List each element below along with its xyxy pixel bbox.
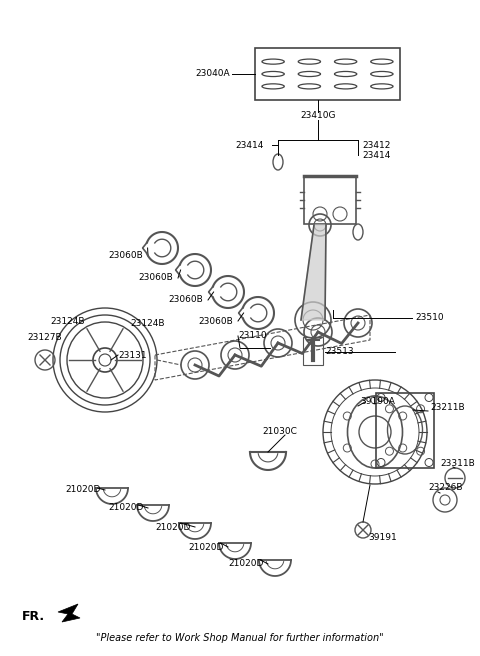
Text: 23211B: 23211B (430, 403, 465, 413)
Bar (303, 337, 323, 365)
Text: 21020D: 21020D (108, 504, 144, 512)
Text: 23060B: 23060B (168, 295, 203, 304)
Text: 23513: 23513 (325, 348, 354, 356)
Text: 23226B: 23226B (428, 483, 463, 493)
Text: 23127B: 23127B (27, 333, 61, 342)
Bar (255, 48, 400, 100)
Text: 23060B: 23060B (198, 316, 233, 325)
Polygon shape (58, 604, 80, 622)
Text: 23131: 23131 (118, 350, 146, 359)
Text: 23040A: 23040A (195, 70, 230, 79)
Text: "Please refer to Work Shop Manual for further information": "Please refer to Work Shop Manual for fu… (96, 633, 384, 643)
Bar (376, 392, 434, 468)
Text: 21020D: 21020D (155, 522, 191, 531)
Text: 39190A: 39190A (360, 398, 395, 407)
Text: 23110: 23110 (238, 331, 266, 340)
Text: 21020D: 21020D (65, 485, 100, 495)
Text: 23060B: 23060B (138, 274, 173, 283)
Text: 23414: 23414 (235, 140, 264, 150)
Text: 21020D: 21020D (228, 560, 264, 569)
Text: 23060B: 23060B (108, 251, 143, 260)
Text: 23410G: 23410G (300, 110, 336, 119)
Polygon shape (301, 225, 326, 320)
Text: 23311B: 23311B (440, 459, 475, 468)
Text: 23510: 23510 (415, 314, 444, 323)
Text: 23124B: 23124B (130, 319, 165, 327)
Text: FR.: FR. (22, 611, 45, 623)
Text: 21020D: 21020D (188, 543, 223, 552)
Text: 23124B: 23124B (50, 318, 84, 327)
Text: 21030C: 21030C (262, 428, 297, 436)
Text: 23414: 23414 (362, 150, 390, 159)
Text: 23412: 23412 (362, 140, 390, 150)
Bar (304, 176, 356, 224)
Text: 39191: 39191 (368, 533, 397, 543)
